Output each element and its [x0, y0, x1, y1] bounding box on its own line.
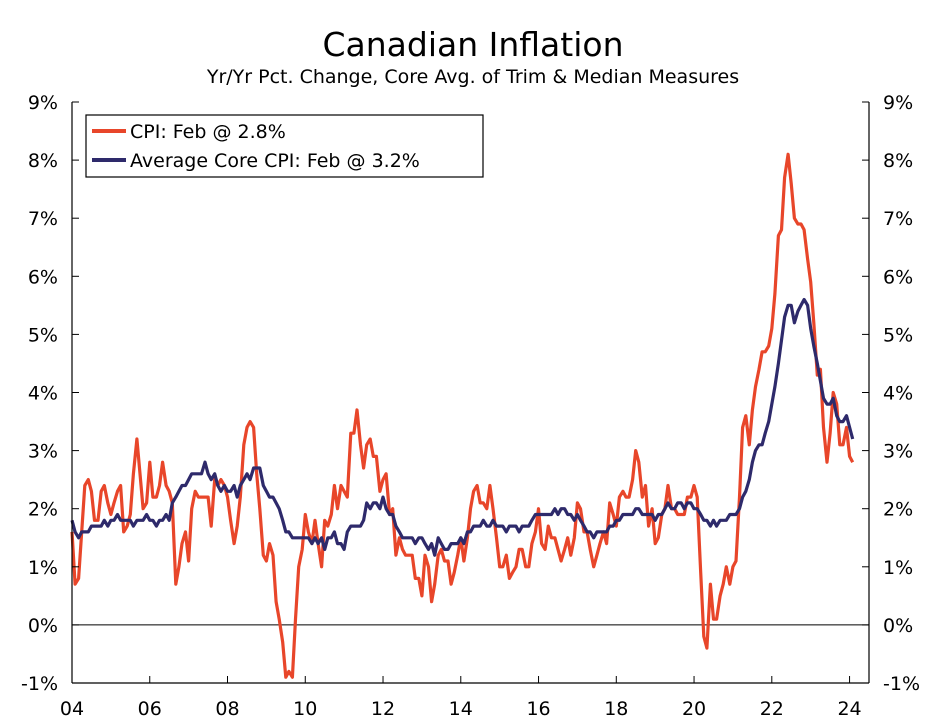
x-tick-label: 06	[138, 698, 162, 720]
legend-label-core: Average Core CPI: Feb @ 3.2%	[130, 150, 420, 172]
y-tick-label-right: 2%	[883, 499, 913, 521]
y-tick-label-left: 9%	[28, 92, 58, 114]
x-tick-label: 12	[371, 698, 395, 720]
chart-title: Canadian Inflation	[322, 25, 623, 64]
x-tick-label: 10	[293, 698, 317, 720]
x-tick-label: 24	[837, 698, 861, 720]
y-tick-label-right: 4%	[883, 383, 913, 405]
series-line-cpi	[70, 152, 855, 679]
x-tick-label: 14	[449, 698, 473, 720]
x-tick-label: 04	[60, 698, 84, 720]
y-tick-label-left: 8%	[28, 150, 58, 172]
chart-subtitle: Yr/Yr Pct. Change, Core Avg. of Trim & M…	[206, 66, 739, 88]
y-tick-label-left: 2%	[28, 499, 58, 521]
y-tick-label-left: 0%	[28, 615, 58, 637]
y-tick-label-right: 7%	[883, 208, 913, 230]
x-tick-label: 20	[682, 698, 706, 720]
y-tick-label-left: 4%	[28, 383, 58, 405]
series-line-core	[70, 297, 855, 557]
legend-box	[85, 114, 484, 178]
y-tick-label-right: 3%	[883, 441, 913, 463]
y-tick-label-right: 6%	[883, 266, 913, 288]
y-tick-label-right: 0%	[883, 615, 913, 637]
y-tick-label-left: 6%	[28, 266, 58, 288]
x-tick-label: 22	[760, 698, 784, 720]
y-tick-label-right: 1%	[883, 557, 913, 579]
y-tick-label-right: 5%	[883, 324, 913, 346]
y-tick-label-right: -1%	[883, 673, 920, 695]
y-tick-label-left: -1%	[21, 673, 58, 695]
legend: CPI: Feb @ 2.8% Average Core CPI: Feb @ …	[85, 114, 484, 178]
y-tick-label-left: 7%	[28, 208, 58, 230]
y-tick-label-right: 9%	[883, 92, 913, 114]
y-tick-label-left: 3%	[28, 441, 58, 463]
legend-label-cpi: CPI: Feb @ 2.8%	[130, 121, 286, 143]
y-tick-label-right: 8%	[883, 150, 913, 172]
x-tick-label: 16	[526, 698, 550, 720]
x-tick-label: 18	[604, 698, 628, 720]
y-tick-label-left: 5%	[28, 324, 58, 346]
x-tick-label: 08	[215, 698, 239, 720]
y-tick-label-left: 1%	[28, 557, 58, 579]
